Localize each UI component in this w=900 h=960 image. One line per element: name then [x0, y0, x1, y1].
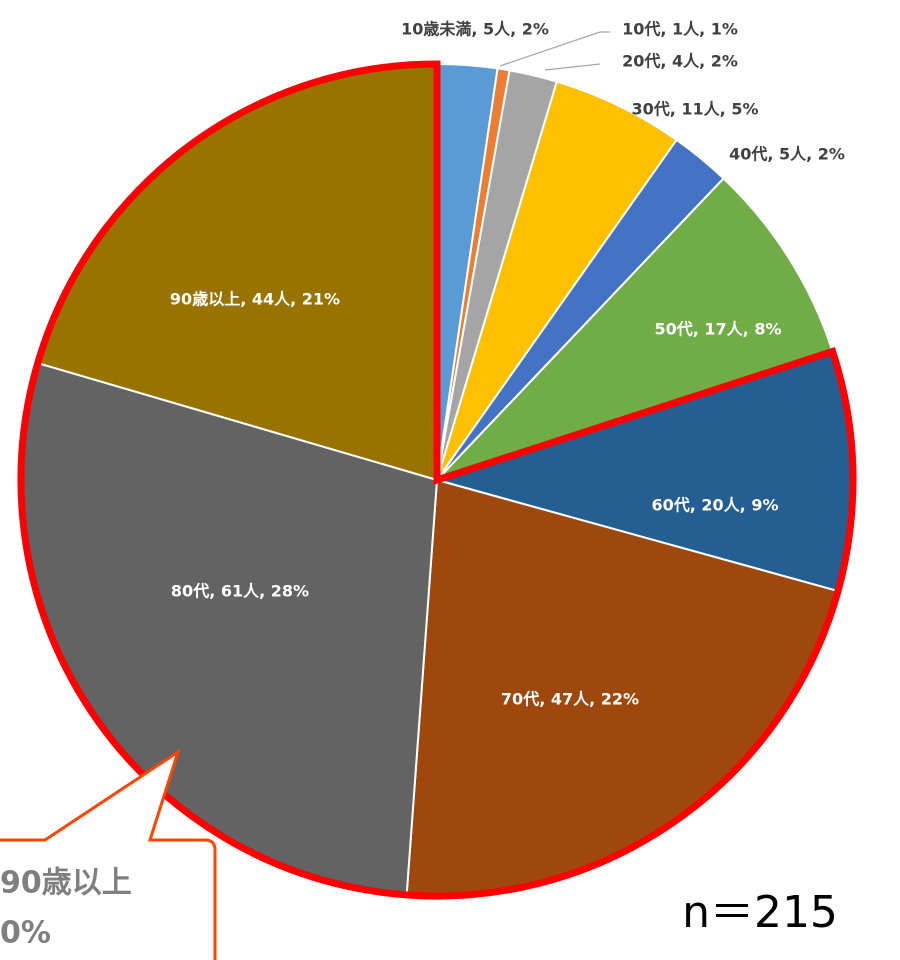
data-label: 70代, 47人, 22% [501, 690, 639, 709]
data-label: 50代, 17人, 8% [655, 320, 782, 339]
callout-text: 0% [0, 916, 51, 951]
callout-text: 90歳以上 [0, 866, 132, 901]
data-label: 10代, 1人, 1% [622, 20, 738, 39]
leader-line [499, 31, 610, 67]
callout-box [0, 748, 217, 960]
data-label: 10歳未満, 5人, 2% [401, 20, 549, 39]
sample-size: n＝215 [682, 887, 838, 938]
pie-slice [436, 177, 834, 481]
highlight-outline [17, 60, 857, 900]
data-label: 90歳以上, 44人, 21% [170, 290, 340, 309]
data-label: 80代, 61人, 28% [171, 582, 309, 601]
data-label: 30代, 11人, 5% [632, 100, 759, 119]
data-label: 20代, 4人, 2% [622, 52, 738, 71]
data-label: 40代, 5人, 2% [729, 145, 845, 164]
leader-line [544, 63, 601, 71]
data-label: 60代, 20人, 9% [652, 496, 779, 515]
